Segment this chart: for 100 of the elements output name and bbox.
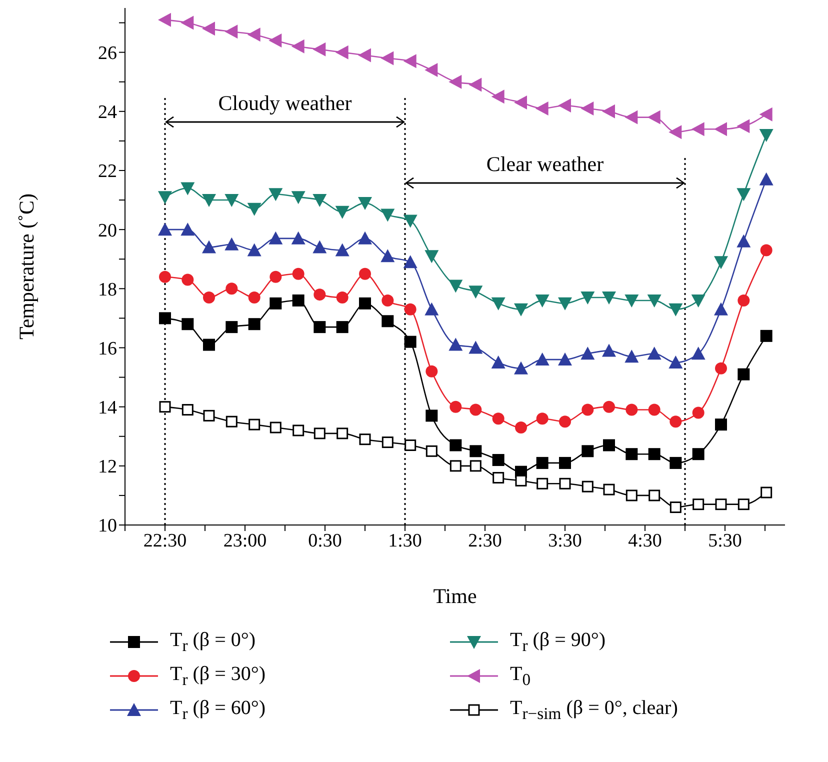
point: [692, 498, 704, 510]
point: [715, 418, 727, 431]
point: [380, 51, 394, 66]
point: [202, 240, 216, 254]
point: [736, 234, 751, 248]
point: [448, 280, 463, 293]
point: [224, 194, 239, 208]
point: [580, 101, 594, 116]
point: [602, 344, 616, 357]
point: [514, 303, 528, 316]
y-tick-label: 20: [98, 220, 117, 242]
point: [468, 286, 483, 299]
point: [759, 129, 774, 142]
point: [182, 274, 194, 286]
point: [314, 321, 326, 334]
point: [470, 445, 482, 458]
point: [382, 294, 394, 306]
point: [448, 74, 462, 89]
point: [335, 45, 348, 60]
point: [268, 188, 283, 202]
point: [292, 268, 304, 280]
point: [535, 352, 550, 366]
point: [624, 294, 639, 308]
point: [602, 104, 615, 118]
point: [670, 502, 682, 514]
point: [158, 191, 172, 204]
y-tick-label: 24: [98, 102, 118, 124]
point: [291, 191, 306, 204]
point: [558, 352, 572, 366]
point: [515, 422, 527, 434]
point: [626, 490, 638, 502]
point: [602, 292, 616, 305]
point: [270, 297, 282, 310]
point: [336, 321, 348, 334]
point: [380, 249, 395, 262]
y-tick-label: 12: [98, 456, 117, 478]
point: [180, 16, 194, 30]
annotation: Clear weather: [486, 152, 604, 176]
point: [182, 404, 194, 416]
point: [336, 428, 348, 440]
point: [224, 237, 239, 250]
point: [692, 406, 704, 419]
x-tick-label: 22:30: [143, 530, 187, 552]
point: [248, 292, 260, 304]
point: [759, 172, 774, 186]
point: [382, 436, 394, 448]
point: [358, 231, 372, 244]
point: [403, 214, 418, 228]
point: [470, 404, 482, 416]
point: [358, 196, 372, 210]
legend-label: T$_{r}$ (β = 30°): [170, 662, 266, 690]
point: [580, 346, 595, 360]
legend-label: T$_{0}$: [510, 662, 531, 690]
point: [603, 400, 615, 413]
point: [648, 490, 660, 502]
point: [515, 474, 527, 486]
point: [224, 24, 238, 39]
point: [738, 368, 750, 380]
point: [312, 42, 326, 56]
point: [668, 356, 683, 369]
point: [582, 480, 594, 492]
point: [312, 240, 327, 254]
y-tick-label: 14: [98, 398, 118, 419]
point: [182, 318, 194, 330]
legend-label: T$_{r}$ (β = 90°): [510, 628, 606, 656]
point: [247, 202, 262, 216]
y-tick-label: 10: [98, 516, 117, 537]
point: [736, 119, 750, 134]
point: [759, 107, 772, 122]
point: [582, 445, 594, 458]
point: [180, 222, 195, 236]
point: [468, 78, 482, 92]
x-tick-label: 0:30: [308, 530, 342, 552]
point: [559, 456, 571, 469]
legend-label: T$_{r}$ (β = 60°): [170, 696, 266, 724]
point: [314, 288, 326, 301]
point: [648, 448, 660, 460]
point: [492, 412, 504, 425]
point: [626, 448, 638, 460]
point: [448, 338, 463, 351]
point: [403, 255, 418, 268]
point: [492, 472, 504, 484]
point: [668, 303, 683, 316]
point: [535, 294, 550, 308]
point: [270, 422, 282, 434]
point: [736, 188, 751, 202]
point: [292, 294, 304, 306]
point: [248, 318, 260, 330]
point: [380, 208, 395, 222]
point: [203, 338, 215, 351]
point: [268, 231, 283, 244]
point: [424, 250, 439, 264]
x-tick-label: 3:30: [548, 530, 582, 552]
point: [158, 222, 172, 236]
point: [514, 96, 527, 110]
point: [359, 268, 371, 280]
point: [248, 418, 260, 430]
x-axis-title: Time: [433, 584, 477, 608]
x-tick-label: 4:30: [628, 530, 662, 552]
point: [335, 206, 350, 219]
